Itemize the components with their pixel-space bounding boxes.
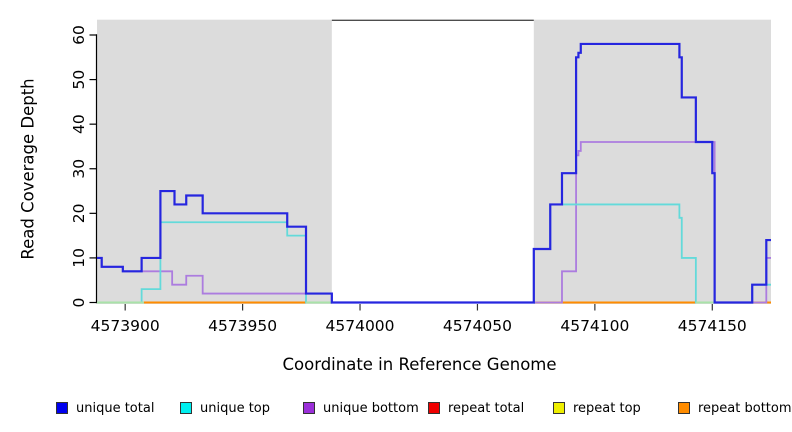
y-tick-label: 50	[70, 70, 88, 90]
legend-label-unique-top: unique top	[200, 400, 271, 416]
x-tick-label: 4574000	[326, 317, 395, 335]
legend: unique total unique top unique bottom re…	[0, 399, 792, 421]
legend-item-repeat-bottom: repeat bottom	[678, 399, 792, 417]
legend-swatch-repeat-bottom	[678, 402, 690, 414]
coverage-chart: 0 10 20 30 40 50 60 4573900 4573950 4574000 457405…	[70, 19, 771, 335]
legend-swatch-unique-bottom	[303, 402, 315, 414]
legend-item-unique-bottom: unique bottom	[303, 399, 419, 417]
y-tick-label: 20	[70, 203, 88, 223]
shaded-region	[97, 19, 332, 304]
x-tick-label: 4574150	[678, 317, 747, 335]
legend-swatch-repeat-top	[553, 402, 565, 414]
y-tick-label: 10	[70, 248, 88, 268]
legend-item-unique-total: unique total	[56, 399, 154, 417]
y-tick-label: 0	[70, 298, 88, 308]
legend-label-unique-bottom: unique bottom	[323, 400, 419, 416]
legend-label-repeat-bottom: repeat bottom	[698, 400, 792, 416]
series-unique-total-line	[97, 42, 771, 304]
x-tick-label: 4574050	[443, 317, 512, 335]
legend-label-repeat-total: repeat total	[448, 400, 525, 416]
legend-label-unique-total: unique total	[76, 400, 155, 416]
legend-swatch-unique-total	[56, 402, 68, 414]
y-tick-label: 30	[70, 159, 88, 179]
y-axis-title: Read Coverage Depth	[18, 78, 38, 260]
x-tick-label: 4573900	[91, 317, 160, 335]
y-tick-label: 60	[70, 25, 88, 45]
legend-item-unique-top: unique top	[180, 399, 270, 417]
x-axis-title: Coordinate in Reference Genome	[282, 355, 557, 374]
legend-item-repeat-top: repeat top	[553, 399, 641, 417]
legend-swatch-unique-top	[180, 402, 192, 414]
legend-item-repeat-total: repeat total	[428, 399, 524, 417]
y-tick-label: 40	[70, 114, 88, 134]
legend-label-repeat-top: repeat top	[573, 400, 641, 416]
x-tick-label: 4574100	[560, 317, 629, 335]
x-tick-label: 4573950	[208, 317, 277, 335]
legend-swatch-repeat-total	[428, 402, 440, 414]
shaded-region	[533, 19, 771, 304]
